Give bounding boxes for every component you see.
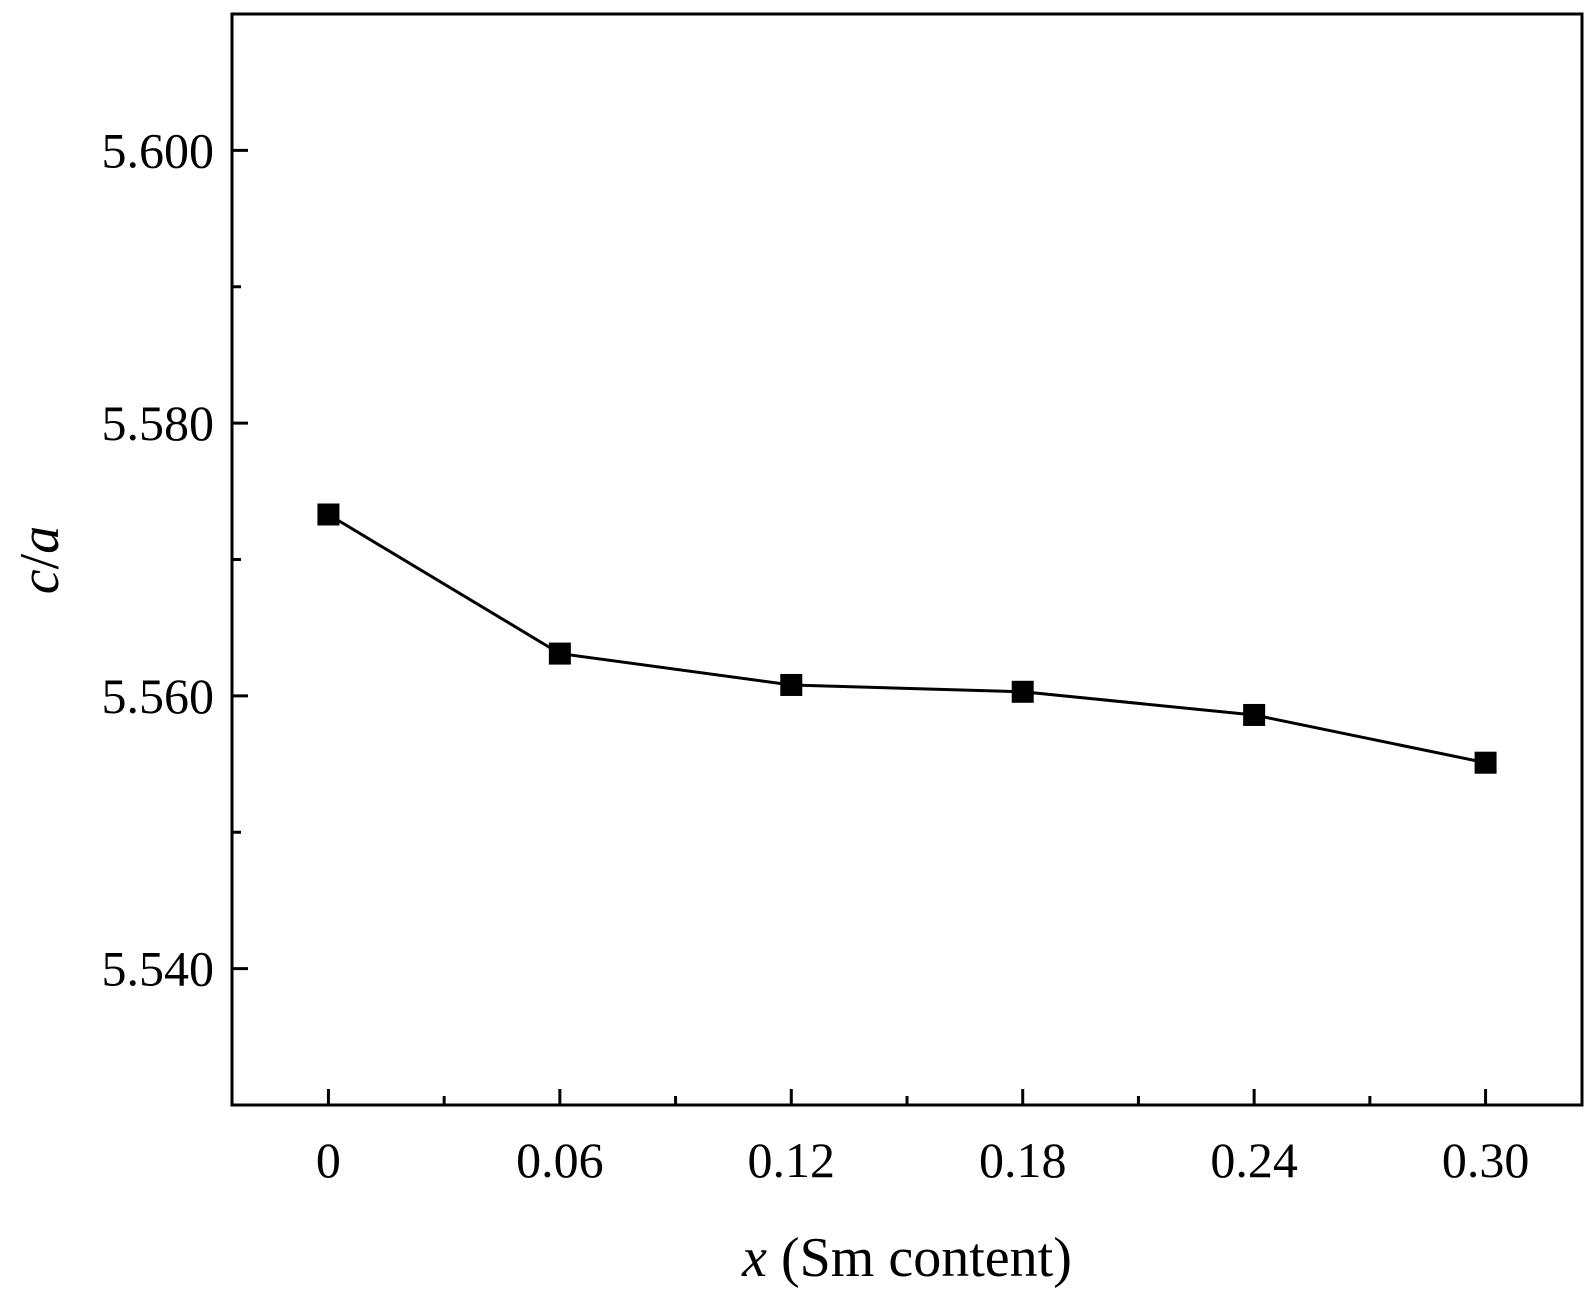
data-point-marker (780, 673, 803, 696)
x-axis-title: x (Sm content) (741, 1227, 1072, 1289)
y-axis-title: c/a (9, 526, 71, 594)
y-axis-title-slash: / (9, 553, 71, 569)
x-tick-label: 0.18 (979, 1132, 1067, 1188)
y-axis-title-c: c (9, 569, 71, 594)
y-tick-label: 5.580 (102, 395, 215, 451)
y-tick-label: 5.540 (102, 941, 215, 997)
data-point-marker (548, 642, 571, 665)
data-point-marker (1474, 751, 1497, 774)
data-point-marker (1011, 680, 1034, 703)
series-markers (317, 503, 1497, 774)
x-axis-title-variable: x (741, 1227, 767, 1289)
y-axis-title-a: a (9, 526, 71, 554)
plot-frame (230, 12, 1584, 1107)
x-tick-label: 0 (316, 1132, 341, 1188)
data-point-marker (1243, 703, 1266, 726)
x-tick-label: 0.12 (748, 1132, 836, 1188)
y-axis-ticks: 5.540 5.560 5.580 5.600 (102, 122, 248, 997)
data-point-marker (317, 503, 340, 526)
x-tick-label: 0.06 (516, 1132, 604, 1188)
x-tick-label: 0.30 (1442, 1132, 1530, 1188)
series-line-group (327, 513, 1486, 765)
x-axis-title-rest: (Sm content) (767, 1227, 1072, 1289)
series-line (327, 513, 1486, 765)
x-tick-label: 0.24 (1210, 1132, 1298, 1188)
y-tick-label: 5.600 (102, 122, 215, 178)
x-axis-ticks: 0 0.06 0.12 0.18 0.24 0.30 (316, 1089, 1529, 1188)
y-tick-label: 5.560 (102, 668, 215, 724)
